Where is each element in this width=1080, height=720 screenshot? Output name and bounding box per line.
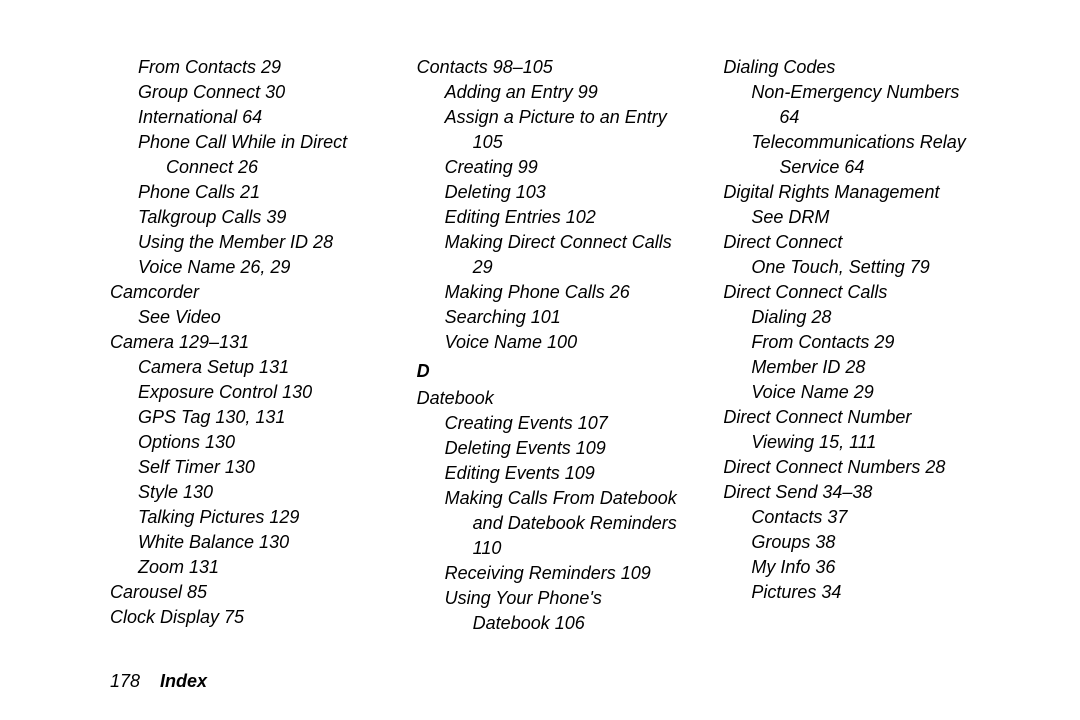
index-entry: Making Direct Connect Calls [445,230,694,255]
index-entry: Camera 129–131 [110,330,387,355]
index-entry: 110 [473,536,694,561]
index-entry: Creating Events 107 [445,411,694,436]
index-entry: Carousel 85 [110,580,387,605]
index-entry: Datebook [417,386,694,411]
index-entry: Editing Events 109 [445,461,694,486]
index-entry: See Video [138,305,387,330]
index-entry: Camcorder [110,280,387,305]
page-number: 178 [110,671,140,692]
index-entry: Direct Connect Calls [723,280,1000,305]
index-entry: Receiving Reminders 109 [445,561,694,586]
index-page: From Contacts 29Group Connect 30Internat… [0,0,1080,692]
index-entry: Exposure Control 130 [138,380,387,405]
index-entry: Voice Name 100 [445,330,694,355]
index-entry: Camera Setup 131 [138,355,387,380]
index-entry: White Balance 130 [138,530,387,555]
index-column-2: Contacts 98–105Adding an Entry 99Assign … [417,55,694,636]
index-entry: Groups 38 [751,530,1000,555]
index-entry: Group Connect 30 [138,80,387,105]
index-entry: Options 130 [138,430,387,455]
index-entry: Using the Member ID 28 [138,230,387,255]
index-entry: Direct Connect Number [723,405,1000,430]
index-entry: Connect 26 [166,155,387,180]
index-entry: Assign a Picture to an Entry [445,105,694,130]
index-entry: 105 [473,130,694,155]
index-entry: Style 130 [138,480,387,505]
index-entry: Telecommunications Relay [751,130,1000,155]
index-entry: Viewing 15, 111 [751,430,1000,455]
index-entry: Deleting Events 109 [445,436,694,461]
index-entry: Talkgroup Calls 39 [138,205,387,230]
footer-title: Index [160,671,207,692]
index-entry: International 64 [138,105,387,130]
index-entry: One Touch, Setting 79 [751,255,1000,280]
index-entry: Dialing Codes [723,55,1000,80]
index-entry: From Contacts 29 [138,55,387,80]
index-entry: Contacts 98–105 [417,55,694,80]
index-entry: Deleting 103 [445,180,694,205]
index-entry: My Info 36 [751,555,1000,580]
index-entry: Making Calls From Datebook [445,486,694,511]
index-entry: Zoom 131 [138,555,387,580]
index-entry: Adding an Entry 99 [445,80,694,105]
index-entry: Dialing 28 [751,305,1000,330]
index-entry: Service 64 [779,155,1000,180]
index-entry: Clock Display 75 [110,605,387,630]
index-entry: Direct Connect [723,230,1000,255]
index-entry: GPS Tag 130, 131 [138,405,387,430]
index-entry: and Datebook Reminders [473,511,694,536]
index-entry: Phone Calls 21 [138,180,387,205]
index-entry: Making Phone Calls 26 [445,280,694,305]
index-entry: Phone Call While in Direct [138,130,387,155]
index-entry: Member ID 28 [751,355,1000,380]
index-entry: Direct Send 34–38 [723,480,1000,505]
index-entry: Voice Name 29 [751,380,1000,405]
index-entry: Direct Connect Numbers 28 [723,455,1000,480]
index-entry: Searching 101 [445,305,694,330]
index-entry: 29 [473,255,694,280]
section-letter: D [417,359,694,384]
index-entry: Talking Pictures 129 [138,505,387,530]
index-entry: Self Timer 130 [138,455,387,480]
index-entry: Datebook 106 [473,611,694,636]
index-entry: Voice Name 26, 29 [138,255,387,280]
index-entry: Contacts 37 [751,505,1000,530]
index-entry: Editing Entries 102 [445,205,694,230]
index-columns: From Contacts 29Group Connect 30Internat… [110,55,1000,636]
index-entry: Pictures 34 [751,580,1000,605]
index-entry: Using Your Phone's [445,586,694,611]
index-column-3: Dialing CodesNon-Emergency Numbers64Tele… [723,55,1000,636]
index-entry: 64 [779,105,1000,130]
index-entry: Digital Rights Management [723,180,1000,205]
page-footer: 178 Index [110,671,1000,692]
index-entry: From Contacts 29 [751,330,1000,355]
index-entry: See DRM [751,205,1000,230]
index-entry: Creating 99 [445,155,694,180]
index-column-1: From Contacts 29Group Connect 30Internat… [110,55,387,636]
index-entry: Non-Emergency Numbers [751,80,1000,105]
